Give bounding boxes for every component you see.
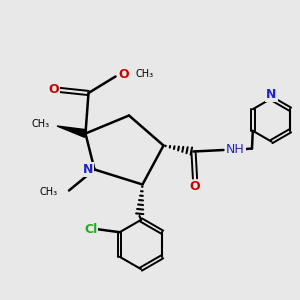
Polygon shape bbox=[57, 126, 86, 137]
Text: Cl: Cl bbox=[84, 223, 97, 236]
Text: NH: NH bbox=[226, 143, 245, 156]
Text: N: N bbox=[83, 163, 93, 176]
Text: O: O bbox=[118, 68, 129, 81]
Text: CH₃: CH₃ bbox=[40, 187, 58, 197]
Text: N: N bbox=[266, 88, 277, 101]
Text: O: O bbox=[48, 83, 59, 97]
Text: O: O bbox=[190, 180, 200, 194]
Text: CH₃: CH₃ bbox=[136, 69, 154, 79]
Text: CH₃: CH₃ bbox=[32, 119, 50, 130]
